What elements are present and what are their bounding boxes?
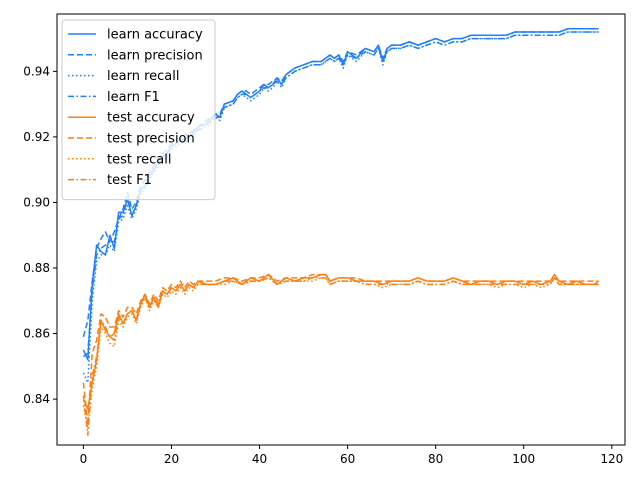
- x-tick-label: 40: [252, 452, 267, 466]
- legend-label-learn-recall: learn recall: [107, 69, 179, 84]
- legend-box: [61, 19, 216, 201]
- legend-label-learn-f1: learn F1: [107, 90, 160, 105]
- legend: learn accuracy learn precision learn recal…: [61, 19, 216, 201]
- x-tick-label: 80: [428, 452, 443, 466]
- y-tick-label: 0.84: [23, 392, 50, 406]
- legend-label-test-f1: test F1: [107, 173, 152, 188]
- x-tick-label: 20: [164, 452, 179, 466]
- axes-layer: 0 20 40 60 80 100 120 0.84 0.86 0.88 0.90 0.92 0.94: [23, 13, 626, 466]
- series-line-test-precision: [82, 273, 599, 427]
- y-tick-label: 0.94: [23, 64, 50, 78]
- x-tick-label: 120: [600, 452, 623, 466]
- x-tick-label: 100: [512, 452, 535, 466]
- series-line-learn-f1: [82, 31, 599, 358]
- y-tick-label: 0.90: [23, 195, 50, 209]
- axes-frame: [56, 13, 626, 446]
- x-tick-label: 0: [80, 452, 88, 466]
- legend-label-test-precision: test precision: [107, 132, 195, 147]
- series-line-test-f1: [82, 277, 599, 436]
- y-tick-label: 0.92: [23, 130, 50, 144]
- y-tick-label: 0.88: [23, 261, 50, 275]
- legend-label-learn-precision: learn precision: [107, 48, 203, 63]
- x-tick-label: 60: [340, 452, 355, 466]
- legend-label-test-recall: test recall: [107, 152, 172, 167]
- y-tick-label: 0.86: [23, 327, 50, 341]
- series-line-test-recall: [82, 277, 599, 430]
- legend-label-test-accuracy: test accuracy: [107, 111, 195, 126]
- legend-label-learn-accuracy: learn accuracy: [107, 28, 203, 43]
